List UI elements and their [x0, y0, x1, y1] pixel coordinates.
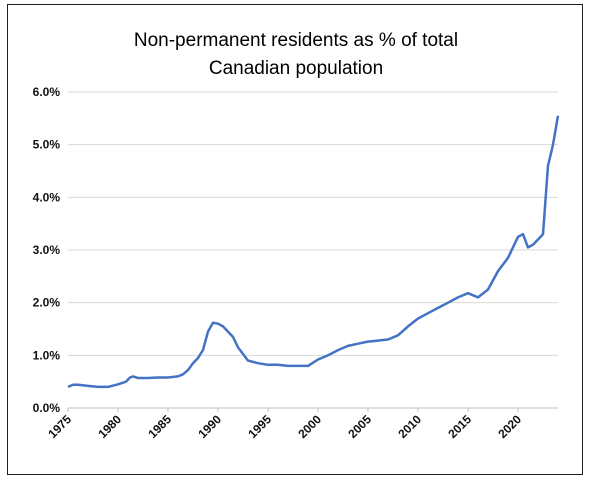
chart-title: Non-permanent residents as % of total Ca… — [8, 27, 584, 83]
y-tick-label: 0.0% — [33, 401, 61, 415]
x-tick-label: 2010 — [395, 412, 424, 441]
x-tick-label: 2020 — [495, 412, 524, 441]
x-tick-label: 1990 — [195, 412, 224, 441]
x-tick-label: 2005 — [345, 412, 374, 441]
chart-title-line-2: Canadian population — [208, 58, 384, 79]
y-tick-label: 1.0% — [33, 348, 61, 362]
x-tick-label: 1975 — [45, 412, 74, 441]
x-tick-label: 1995 — [245, 412, 274, 441]
x-tick-label: 1985 — [145, 412, 174, 441]
y-tick-label: 5.0% — [33, 138, 61, 152]
y-tick-label: 3.0% — [33, 243, 61, 257]
chart-frame: Non-permanent residents as % of total Ca… — [7, 4, 583, 475]
x-tick-label: 2000 — [295, 412, 324, 441]
line-chart: 0.0% 1.0% 2.0% 3.0% 4.0% 5.0% 6.0% 1975 1980 1985… — [33, 85, 560, 441]
x-tick-label: 2015 — [445, 412, 474, 441]
y-tick-label: 2.0% — [33, 296, 61, 310]
y-tick-label: 4.0% — [33, 190, 61, 204]
chart-title-line-1: Non-permanent residents as % of total — [133, 30, 459, 51]
y-tick-label: 6.0% — [33, 85, 61, 99]
x-tick-label: 1980 — [95, 412, 124, 441]
series-line — [67, 115, 560, 389]
